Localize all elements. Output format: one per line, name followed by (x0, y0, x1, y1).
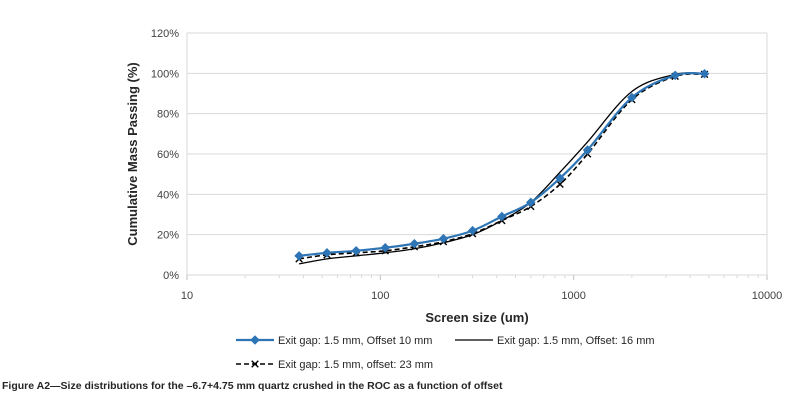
legend-entry-2: Exit gap: 1.5 mm, Offset: 16 mm (455, 335, 655, 347)
legend-label: Exit gap: 1.5 mm, Offset 10 mm (278, 335, 432, 347)
data-point (555, 173, 565, 183)
data-point (497, 211, 507, 222)
data-point (322, 248, 332, 258)
data-point (409, 238, 420, 249)
series-layer (294, 68, 710, 265)
legend-marker (250, 335, 260, 345)
x-stroke (556, 180, 564, 189)
x-axis-ticks: 10 100 1000 10000 (181, 275, 782, 302)
x-stroke (251, 360, 259, 368)
y-tick-label: 100% (151, 68, 179, 80)
data-point (294, 251, 304, 261)
data-point (627, 92, 637, 103)
x-axis-title: Screen size (um) (425, 310, 528, 325)
legend: Exit gap: 1.5 mm, Offset 10 mm Exit gap: … (236, 335, 655, 371)
y-axis-ticks: 0% 20% 40% 60% 80% 100% 120% (151, 28, 179, 282)
data-point (351, 246, 361, 256)
data-point (467, 225, 478, 236)
legend-entry-3: Exit gap: 1.5 mm, offset: 23 mm (236, 359, 433, 371)
data-point (556, 180, 564, 189)
y-tick-label: 40% (157, 189, 179, 201)
legend-entry-1: Exit gap: 1.5 mm, Offset 10 mm (236, 335, 432, 347)
data-point (526, 197, 536, 208)
data-point (438, 233, 449, 244)
legend-marker (251, 360, 259, 368)
x-tick-label: 10000 (752, 290, 783, 302)
y-tick-label: 60% (157, 149, 179, 161)
series-1 (294, 68, 710, 261)
data-point (380, 243, 390, 253)
series-line (298, 73, 705, 260)
legend-label: Exit gap: 1.5 mm, offset: 23 mm (278, 359, 433, 371)
gridlines (186, 32, 768, 276)
data-point (582, 145, 593, 155)
y-tick-label: 80% (157, 109, 179, 121)
y-tick-label: 20% (157, 230, 179, 242)
legend-label: Exit gap: 1.5 mm, Offset: 16 mm (497, 335, 655, 347)
x-tick-label: 1000 (561, 290, 585, 302)
data-point (670, 70, 680, 81)
y-axis-title: Cumulative Mass Passing (%) (125, 62, 140, 246)
y-tick-label: 0% (163, 270, 179, 282)
x-tick-label: 10 (181, 290, 193, 302)
y-tick-label: 120% (151, 28, 179, 40)
figure-caption: Figure A2—Size distributions for the –6.… (2, 380, 503, 392)
x-tick-label: 100 (371, 290, 389, 302)
data-point (699, 68, 710, 79)
